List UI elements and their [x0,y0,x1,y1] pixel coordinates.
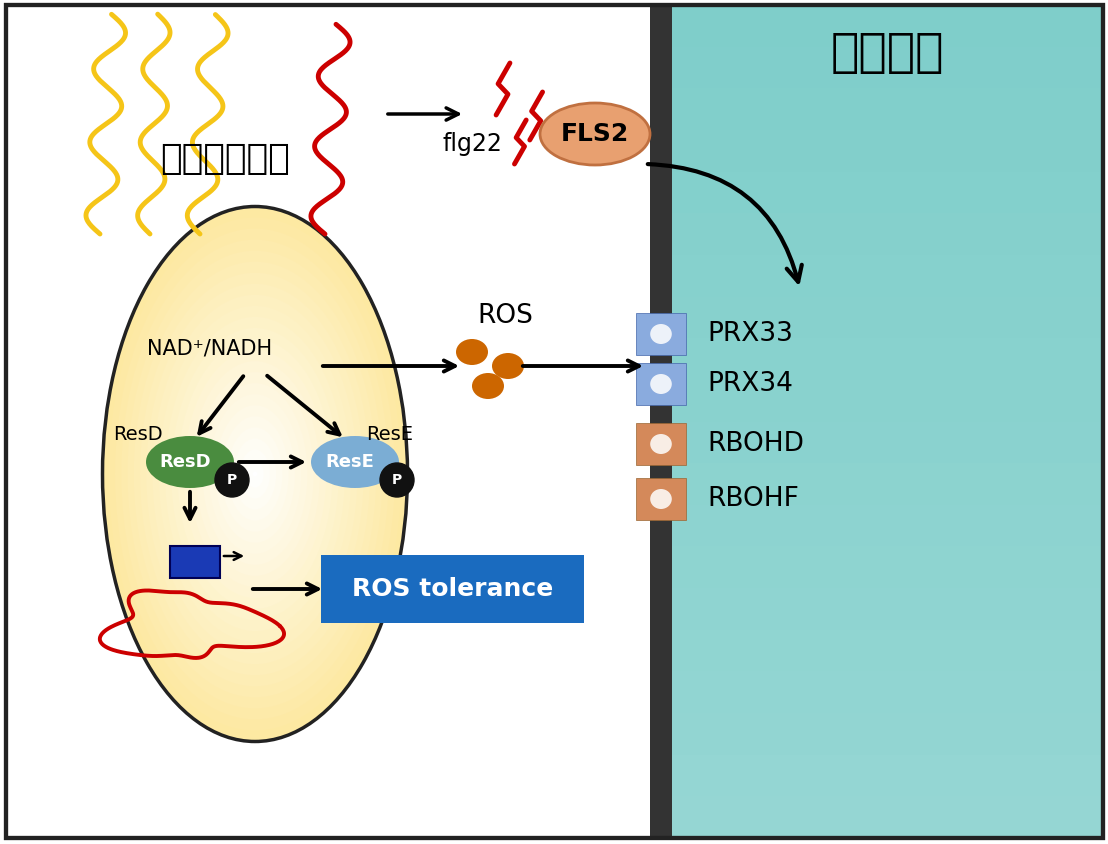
Text: P: P [227,473,237,487]
Text: PRX34: PRX34 [707,371,793,397]
Ellipse shape [215,405,295,543]
Bar [671,46,1102,89]
Bar [671,380,1102,421]
Text: flg22: flg22 [442,132,502,156]
FancyBboxPatch shape [636,478,686,520]
Text: RBOHF: RBOHF [707,486,799,512]
Ellipse shape [227,427,283,521]
Ellipse shape [140,273,370,675]
FancyArrowPatch shape [648,164,802,282]
Ellipse shape [146,284,363,664]
Ellipse shape [134,262,377,686]
Ellipse shape [115,229,394,719]
FancyBboxPatch shape [636,423,686,465]
Bar [671,171,1102,214]
Ellipse shape [208,394,301,554]
FancyBboxPatch shape [321,555,584,623]
Ellipse shape [146,436,234,488]
Bar [650,5,671,838]
Bar [671,296,1102,338]
Bar [671,338,1102,380]
Ellipse shape [196,372,314,576]
Ellipse shape [222,416,289,532]
Circle shape [380,463,414,497]
Bar [671,5,1102,46]
Bar [671,755,1102,797]
Bar [671,130,1102,171]
Ellipse shape [203,383,308,565]
FancyBboxPatch shape [636,313,686,355]
Bar [671,630,1102,671]
Ellipse shape [121,240,389,708]
Text: ResE: ResE [326,453,375,471]
Bar [671,255,1102,296]
Text: ResD: ResD [113,425,163,443]
Ellipse shape [456,339,488,365]
Ellipse shape [492,353,524,379]
Bar [671,505,1102,546]
Ellipse shape [472,373,504,399]
Ellipse shape [246,461,264,488]
Ellipse shape [311,436,399,488]
Ellipse shape [189,361,320,587]
Ellipse shape [172,328,339,620]
FancyBboxPatch shape [636,363,686,405]
Bar [671,5,1102,838]
Text: ResD: ResD [160,453,211,471]
Bar [671,713,1102,755]
Ellipse shape [184,350,326,598]
Bar [6,5,650,838]
Ellipse shape [177,339,332,609]
Ellipse shape [127,251,382,697]
Ellipse shape [650,434,671,454]
Text: FLS2: FLS2 [561,122,629,146]
Ellipse shape [158,306,351,642]
FancyBboxPatch shape [170,546,220,578]
Ellipse shape [650,374,671,394]
Text: 益生芽孢杆菌: 益生芽孢杆菌 [161,142,290,176]
Text: ROS: ROS [478,303,533,329]
Ellipse shape [165,316,345,631]
Bar [671,671,1102,713]
Bar [671,588,1102,630]
Circle shape [215,463,249,497]
Text: RBOHD: RBOHD [707,431,804,457]
Text: ROS tolerance: ROS tolerance [352,577,553,601]
Bar [671,463,1102,505]
Ellipse shape [153,295,358,653]
Text: 植物细胞: 植物细胞 [830,31,944,77]
Ellipse shape [103,207,408,742]
Bar [671,421,1102,463]
Text: NAD⁺/NADH: NAD⁺/NADH [147,339,273,359]
Text: ResE: ResE [367,425,413,443]
Ellipse shape [253,472,257,477]
Ellipse shape [540,103,650,165]
Ellipse shape [234,438,276,510]
Bar [671,546,1102,588]
Ellipse shape [109,218,401,730]
Bar [671,797,1102,838]
Bar [671,89,1102,130]
Ellipse shape [650,489,671,509]
Ellipse shape [650,324,671,344]
Text: PRX33: PRX33 [707,321,793,347]
Ellipse shape [240,449,270,499]
Bar [671,214,1102,255]
Text: P: P [392,473,402,487]
